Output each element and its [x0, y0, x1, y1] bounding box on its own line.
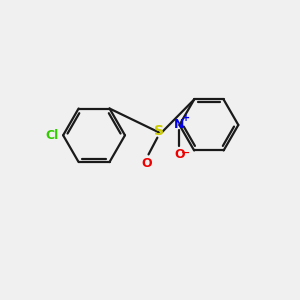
Text: +: +	[182, 113, 190, 124]
Text: O: O	[142, 158, 152, 170]
Text: Cl: Cl	[46, 129, 59, 142]
Text: −: −	[181, 148, 190, 158]
Text: S: S	[154, 124, 164, 138]
Text: O: O	[174, 148, 185, 160]
Text: N: N	[174, 118, 184, 131]
